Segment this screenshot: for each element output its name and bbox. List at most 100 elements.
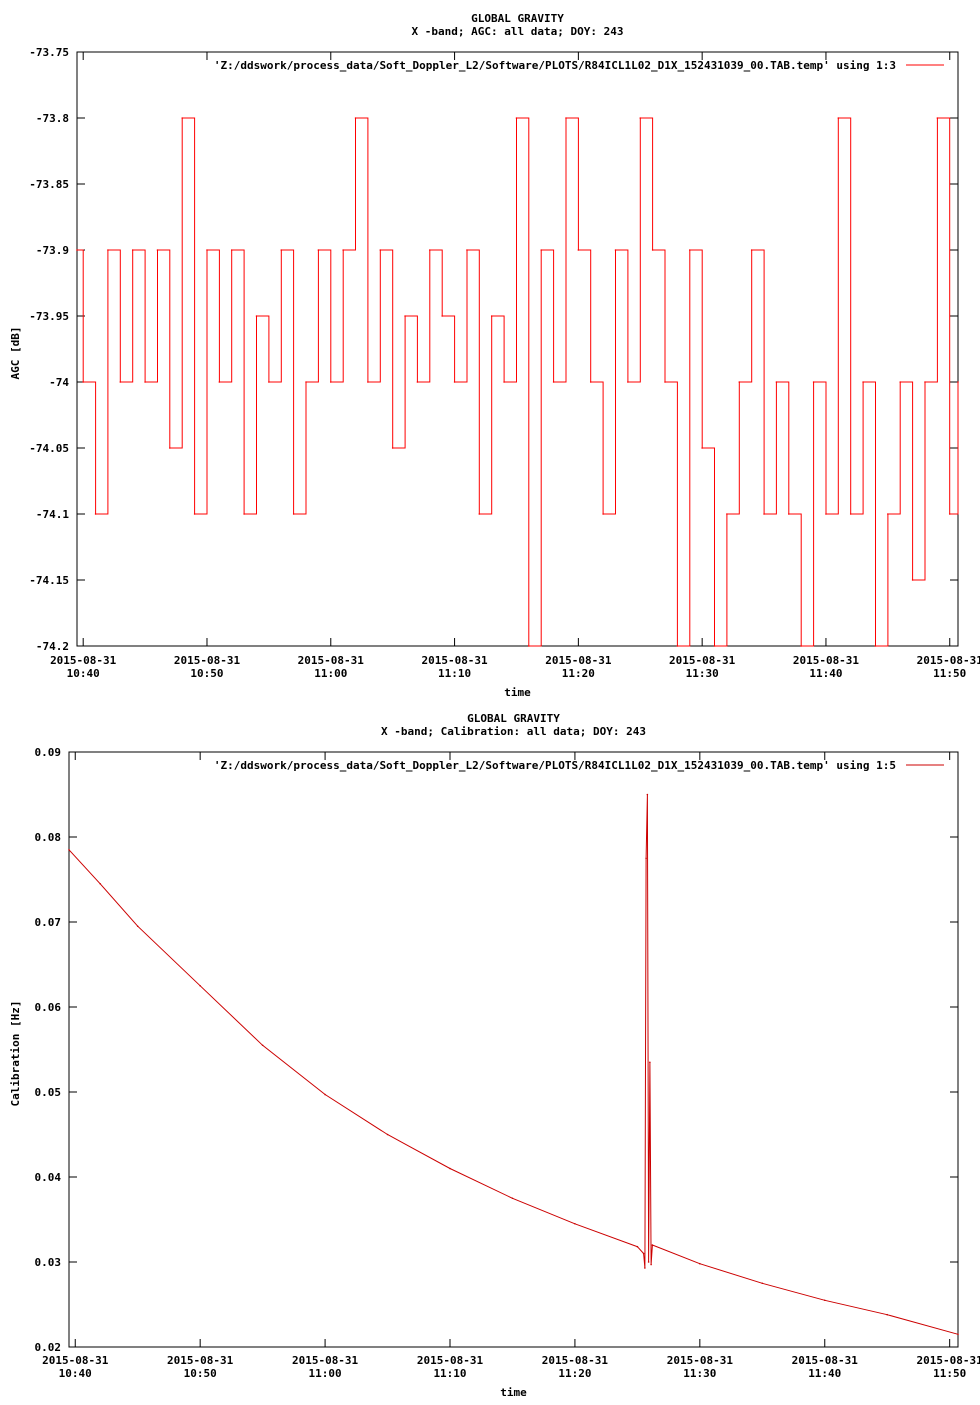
data-point [738, 381, 741, 383]
data-point [886, 1313, 889, 1316]
data-point [577, 249, 580, 251]
data-point [647, 1261, 650, 1263]
x-axis-label: time [500, 1386, 527, 1399]
data-point [645, 857, 647, 860]
x-tick-label-date: 2015-08-31 [793, 654, 860, 667]
x-tick-label-time: 11:20 [562, 667, 595, 680]
data-point [775, 381, 778, 383]
data-point [825, 513, 827, 515]
data-point [627, 381, 629, 383]
x-tick-label-time: 11:40 [808, 1367, 841, 1380]
x-tick-label-date: 2015-08-31 [292, 1354, 359, 1367]
y-tick-label: -74.1 [36, 508, 69, 521]
data-point [280, 249, 283, 251]
x-tick-label-time: 11:30 [683, 1367, 716, 1380]
x-tick-label-time: 10:50 [190, 667, 223, 680]
data-point [936, 117, 939, 119]
data-point [528, 645, 530, 647]
data-point [540, 249, 543, 251]
x-tick-label-time: 10:40 [67, 667, 100, 680]
data-point [218, 381, 221, 383]
x-tick-label-date: 2015-08-31 [167, 1354, 234, 1367]
series-line [77, 117, 959, 647]
chart-subtitle: X -band; AGC: all data; DOY: 243 [412, 25, 624, 38]
data-point [429, 249, 431, 251]
data-point [317, 249, 320, 251]
data-point [156, 249, 159, 251]
data-point [800, 645, 802, 647]
data-point [713, 645, 716, 647]
x-tick-label-time: 11:40 [809, 667, 842, 680]
data-point [453, 381, 456, 383]
data-point [642, 1252, 645, 1255]
data-point [887, 513, 889, 515]
x-tick-label-time: 11:00 [314, 667, 347, 680]
plot-frame [76, 51, 959, 647]
data-point [354, 117, 357, 119]
y-tick-label: 0.03 [35, 1256, 62, 1269]
data-point [441, 315, 443, 317]
y-tick-label: -73.75 [29, 46, 69, 59]
data-point [329, 381, 332, 383]
x-tick-label-time: 11:10 [438, 667, 471, 680]
data-point [144, 381, 146, 383]
data-point [837, 117, 840, 119]
chart-title: GLOBAL GRAVITY [471, 12, 564, 25]
x-tick-label-date: 2015-08-31 [42, 1354, 109, 1367]
data-point [119, 381, 122, 383]
data-point [243, 513, 245, 515]
data-point [812, 381, 815, 383]
data-point [199, 984, 201, 987]
y-tick-label: -74 [49, 376, 69, 389]
y-tick-label: 0.02 [35, 1341, 62, 1354]
data-point [416, 381, 419, 383]
data-point [699, 1262, 701, 1265]
data-point [957, 1333, 959, 1336]
y-tick-label: -73.8 [36, 112, 69, 125]
data-point [515, 117, 518, 119]
legend-entry: 'Z:/ddswork/process_data/Soft_Doppler_L2… [214, 59, 896, 72]
data-point [552, 381, 555, 383]
data-point [342, 249, 344, 251]
data-point [107, 249, 109, 251]
x-tick-label-date: 2015-08-31 [417, 1354, 484, 1367]
data-point [76, 249, 78, 251]
x-axis-label: time [504, 686, 531, 699]
data-point [268, 381, 270, 383]
data-point [602, 513, 604, 515]
data-point [646, 793, 649, 796]
data-point [750, 249, 753, 251]
x-tick-label-time: 11:20 [558, 1367, 591, 1380]
data-point [193, 513, 196, 515]
x-tick-label-time: 10:40 [59, 1367, 92, 1380]
y-tick-label: 0.09 [35, 746, 62, 759]
data-point [169, 447, 171, 449]
data-point [391, 447, 394, 449]
data-point [404, 315, 406, 317]
data-point [924, 381, 926, 383]
x-tick-label-time: 10:50 [184, 1367, 217, 1380]
data-point [99, 882, 102, 885]
data-point [763, 513, 765, 515]
x-tick-label-date: 2015-08-31 [667, 1354, 734, 1367]
data-point [255, 315, 258, 317]
data-point [788, 513, 790, 515]
y-tick-label: 0.06 [35, 1001, 62, 1014]
data-point [490, 315, 493, 317]
data-point [650, 1263, 652, 1266]
data-point [726, 513, 728, 515]
plot-frame [68, 751, 959, 1348]
series-line [68, 794, 959, 1335]
y-tick-label: 0.08 [35, 831, 62, 844]
data-point [649, 1061, 651, 1064]
data-point [82, 381, 84, 383]
data-point [688, 249, 691, 251]
data-point [503, 381, 505, 383]
y-axis-label: AGC [dB] [9, 327, 22, 380]
chart-title: GLOBAL GRAVITY [467, 712, 560, 725]
y-tick-label: -73.9 [36, 244, 69, 257]
data-point [911, 579, 914, 581]
data-point [261, 1044, 264, 1047]
data-point [565, 117, 567, 119]
